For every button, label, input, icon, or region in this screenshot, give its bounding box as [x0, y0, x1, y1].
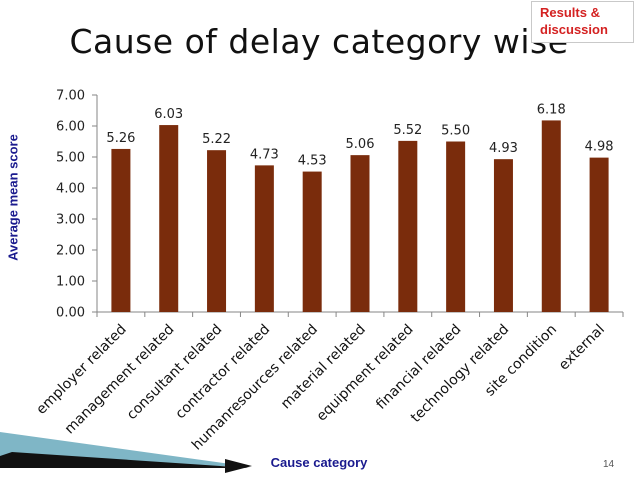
bar	[159, 125, 179, 312]
bar	[350, 155, 370, 312]
data-label: 6.18	[537, 102, 566, 117]
y-tick-label: 7.00	[56, 89, 85, 104]
bar	[254, 165, 274, 312]
x-tick-label: external	[556, 322, 608, 374]
y-tick-label: 2.00	[56, 244, 85, 259]
data-label: 5.50	[441, 124, 470, 139]
bar	[446, 141, 466, 312]
decorative-arrow	[225, 459, 252, 473]
y-tick-label: 3.00	[56, 213, 85, 228]
tag-line-2: discussion	[540, 22, 608, 37]
bar	[493, 159, 513, 312]
results-discussion-link[interactable]: Results & discussion	[531, 1, 634, 43]
x-tick-label: material related	[278, 322, 369, 413]
y-tick-label: 5.00	[56, 151, 85, 166]
tag-line-1: Results &	[540, 5, 600, 20]
slide-title: Cause of delay category wise	[69, 22, 569, 61]
y-tick-label: 0.00	[56, 306, 85, 321]
bar	[207, 150, 227, 312]
page-number: 14	[603, 459, 615, 470]
y-tick-label: 1.00	[56, 275, 85, 290]
bar	[589, 157, 609, 312]
y-tick-label: 4.00	[56, 182, 85, 197]
data-label: 5.52	[393, 123, 422, 138]
data-label: 5.22	[202, 132, 231, 147]
x-tick-label: employer related	[33, 322, 129, 418]
data-label: 4.98	[585, 140, 614, 155]
data-label: 4.93	[489, 141, 518, 156]
data-label: 4.73	[250, 147, 279, 162]
bar	[541, 120, 561, 312]
data-label: 5.26	[106, 131, 135, 146]
bar	[302, 171, 322, 312]
bar	[398, 140, 418, 312]
x-axis-title: Cause category	[270, 455, 368, 470]
bar	[111, 148, 131, 312]
data-label: 4.53	[298, 154, 327, 169]
y-tick-label: 6.00	[56, 120, 85, 135]
decorative-swoosh-light	[0, 407, 245, 466]
data-label: 5.06	[346, 137, 375, 152]
y-axis-title: Average mean score	[5, 134, 21, 261]
x-tick-label: financial related	[373, 322, 464, 413]
data-label: 6.03	[154, 107, 183, 122]
decorative-swoosh-dark	[0, 452, 250, 468]
